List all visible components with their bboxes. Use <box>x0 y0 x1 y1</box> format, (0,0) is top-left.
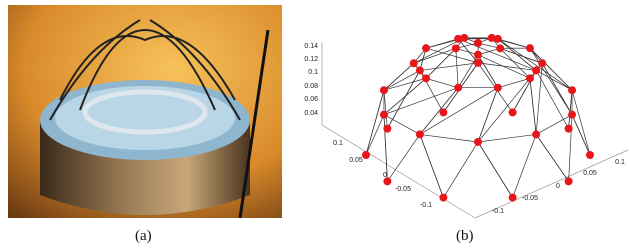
z-tick-label: 0.06 <box>304 96 318 103</box>
dome-node <box>532 66 540 74</box>
dome-node <box>452 44 460 52</box>
dome-edge <box>366 115 384 155</box>
dome-node <box>509 108 517 116</box>
dome-node <box>586 151 594 159</box>
dome-node <box>460 34 468 42</box>
dome-edge <box>456 48 458 87</box>
dome-node <box>488 34 496 42</box>
dome-node <box>538 59 546 67</box>
dome-node <box>380 86 388 94</box>
dome-edge <box>420 134 444 197</box>
dome-node <box>509 194 517 202</box>
dome-edge <box>478 55 498 88</box>
dome-node <box>383 125 391 133</box>
dome-node <box>410 59 418 67</box>
dome-node <box>383 177 391 185</box>
z-tick-label: 0.1 <box>308 69 318 76</box>
dome-edge <box>498 78 530 87</box>
dome-edge <box>498 39 572 90</box>
dome-edge <box>420 88 498 135</box>
z-tick-label: 0.14 <box>304 43 318 50</box>
y-tick-label: 0.05 <box>583 170 597 177</box>
x-tick-label: 0.1 <box>333 140 343 147</box>
dome-edge <box>426 48 478 63</box>
dome-node <box>568 111 576 119</box>
dome-edge <box>384 78 426 114</box>
dome-node <box>565 125 573 133</box>
dome-node <box>568 86 576 94</box>
dome-node <box>565 177 573 185</box>
dome-node <box>380 111 388 119</box>
dome-edge <box>536 134 568 181</box>
dome-node <box>416 66 424 74</box>
dome-edge <box>478 88 498 142</box>
dome-node <box>474 138 482 146</box>
dome-node <box>494 84 502 92</box>
dome-edge <box>572 90 590 155</box>
dome-node <box>416 130 424 138</box>
dome-node <box>474 51 482 59</box>
dome-node <box>422 74 430 82</box>
y-tick-label: -0.1 <box>492 208 504 215</box>
dome-node <box>474 39 482 47</box>
y-tick-label: 0.1 <box>615 159 625 166</box>
dome-node <box>532 130 540 138</box>
dome-edge <box>530 48 572 114</box>
dome-node <box>474 59 482 67</box>
figure: 0.14 0.12 0.1 0.08 0.06 0.04 0.1 0.05 0 -0.05 -0.1… <box>0 0 630 251</box>
dome-edge <box>478 142 513 198</box>
dome-node <box>362 151 370 159</box>
x-tick-label: -0.1 <box>420 202 432 209</box>
dome-plot: 0.14 0.12 0.1 0.08 0.06 0.04 0.1 0.05 0 -0.05 -0.1… <box>304 34 628 218</box>
dome-node <box>454 84 462 92</box>
y-tick-label: -0.05 <box>522 195 538 202</box>
dome-edge <box>426 48 456 78</box>
dome-node <box>526 44 534 52</box>
dome-edge <box>420 134 478 142</box>
dome-node <box>526 74 534 82</box>
dome-edge <box>572 115 590 155</box>
dome-edge <box>513 134 537 197</box>
caption: (b) <box>456 228 474 245</box>
x-tick-label: 0.05 <box>349 157 363 164</box>
figure-graphics: 0.14 0.12 0.1 0.08 0.06 0.04 0.1 0.05 0 -0.05 -0.1… <box>0 0 630 251</box>
dome-edge <box>530 78 536 134</box>
y-tick-label: 0 <box>556 183 560 190</box>
x-tick-label: -0.05 <box>395 186 411 193</box>
dome-edge <box>443 142 478 198</box>
dome-node <box>439 194 447 202</box>
dome-node <box>439 108 447 116</box>
dome-node <box>422 44 430 52</box>
dome-edge <box>426 78 458 87</box>
z-tick-label: 0.04 <box>304 110 318 117</box>
z-tick-label: 0.12 <box>304 56 318 63</box>
dome-edge <box>478 134 536 142</box>
dome-edge <box>366 90 384 155</box>
dome-edge <box>478 55 530 79</box>
dome-node <box>496 44 504 52</box>
z-tick-label: 0.08 <box>304 83 318 90</box>
caption: (a) <box>135 228 152 245</box>
photo <box>8 5 282 218</box>
